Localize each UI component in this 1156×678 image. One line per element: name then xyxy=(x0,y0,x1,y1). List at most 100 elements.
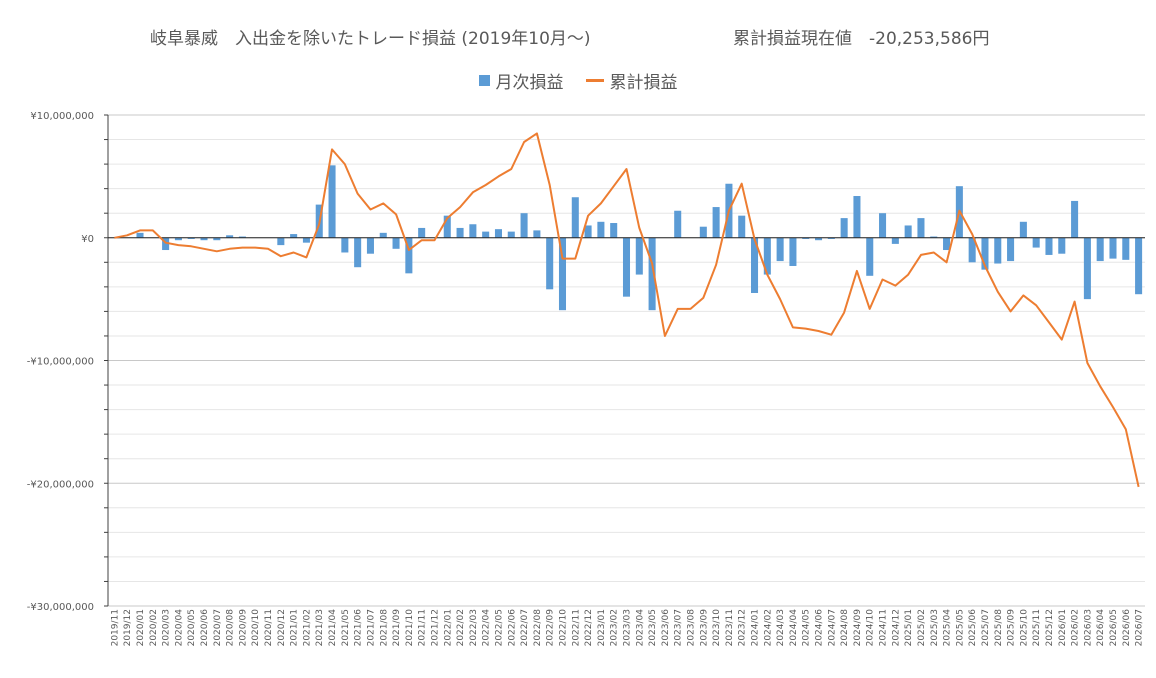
x-tick-label: 2022/08 xyxy=(533,609,543,647)
x-tick-label: 2021/02 xyxy=(302,609,312,646)
monthly-bar xyxy=(533,230,541,238)
x-tick-label: 2024/07 xyxy=(827,609,837,646)
monthly-bar xyxy=(328,165,336,238)
monthly-bar xyxy=(226,235,234,238)
x-tick-label: 2026/05 xyxy=(1109,609,1119,646)
cumulative-total-label: 累計損益現在値 -20,253,586円 xyxy=(733,29,990,49)
monthly-bar xyxy=(789,237,797,266)
x-tick-label: 2025/02 xyxy=(917,609,927,646)
monthly-bar xyxy=(1058,237,1066,254)
monthly-bar xyxy=(840,218,848,238)
monthly-bar xyxy=(815,237,823,241)
monthly-bar xyxy=(1122,237,1130,260)
monthly-bar xyxy=(610,223,618,238)
x-tick-label: 2025/07 xyxy=(981,609,991,646)
x-tick-label: 2022/03 xyxy=(469,609,479,646)
monthly-bar xyxy=(1019,221,1027,238)
y-tick-label: ¥10,000,000 xyxy=(30,111,94,122)
monthly-bar xyxy=(917,218,925,238)
x-tick-label: 2023/04 xyxy=(635,609,645,647)
x-tick-label: 2020/08 xyxy=(226,609,236,647)
x-tick-label: 2023/06 xyxy=(661,609,671,647)
monthly-bar xyxy=(290,234,298,238)
monthly-bar xyxy=(187,237,195,239)
monthly-bar xyxy=(738,215,746,238)
monthly-bar xyxy=(930,236,938,238)
monthly-bar xyxy=(879,213,887,238)
x-tick-label: 2025/08 xyxy=(994,609,1004,647)
monthly-bar xyxy=(584,225,592,238)
x-tick-label: 2023/02 xyxy=(610,609,620,646)
monthly-bar xyxy=(674,210,682,238)
chart-legend: 月次損益 累計損益 xyxy=(0,68,1156,93)
monthly-bar xyxy=(904,225,912,238)
x-tick-label: 2025/12 xyxy=(1045,609,1055,646)
monthly-bar xyxy=(162,237,170,251)
x-tick-label: 2021/10 xyxy=(405,609,415,647)
x-tick-label: 2022/01 xyxy=(443,609,453,646)
x-tick-label: 2026/06 xyxy=(1122,609,1132,647)
monthly-bar xyxy=(1109,237,1117,259)
x-tick-label: 2023/01 xyxy=(597,609,607,646)
monthly-bar xyxy=(238,236,246,238)
monthly-bar xyxy=(507,231,515,238)
monthly-bar xyxy=(482,231,490,238)
y-tick-label: ¥0 xyxy=(81,234,94,245)
x-tick-label: 2022/09 xyxy=(546,609,556,647)
monthly-bar xyxy=(1071,200,1079,238)
monthly-bar xyxy=(968,237,976,263)
x-tick-label: 2022/06 xyxy=(507,609,517,647)
x-tick-label: 2021/11 xyxy=(418,609,428,646)
monthly-bar xyxy=(392,237,400,249)
x-tick-label: 2024/03 xyxy=(776,609,786,646)
x-tick-label: 2025/09 xyxy=(1007,609,1017,647)
x-tick-label: 2024/04 xyxy=(789,609,799,647)
x-tick-label: 2025/04 xyxy=(943,609,953,647)
x-tick-label: 2025/06 xyxy=(968,609,978,647)
x-tick-label: 2022/10 xyxy=(558,609,568,647)
monthly-bar xyxy=(994,237,1002,264)
x-tick-label: 2023/12 xyxy=(738,609,748,646)
monthly-bar xyxy=(1083,237,1091,300)
x-tick-label: 2026/03 xyxy=(1083,609,1093,646)
x-tick-label: 2023/09 xyxy=(699,609,709,647)
legend-label-monthly: 月次損益 xyxy=(495,73,564,93)
x-tick-label: 2025/03 xyxy=(930,609,940,646)
monthly-bar xyxy=(200,237,208,241)
monthly-bar xyxy=(891,237,899,244)
x-tick-label: 2022/05 xyxy=(494,609,504,646)
x-tick-label: 2023/03 xyxy=(623,609,633,646)
x-tick-label: 2023/11 xyxy=(725,609,735,646)
monthly-bar xyxy=(1045,237,1053,255)
x-tick-label: 2019/12 xyxy=(123,609,133,646)
monthly-bar xyxy=(443,215,451,238)
chart-title: 岐阜暴威 入出金を除いたトレード損益 (2019年10月〜) xyxy=(150,29,591,49)
monthly-bar xyxy=(763,237,771,275)
x-tick-label: 2024/01 xyxy=(751,609,761,646)
cumulative-line xyxy=(114,132,1140,488)
monthly-bar xyxy=(379,232,387,238)
monthly-bar xyxy=(302,237,310,243)
x-tick-label: 2026/01 xyxy=(1058,609,1068,646)
monthly-bar xyxy=(635,237,643,275)
x-tick-label: 2023/10 xyxy=(712,609,722,647)
x-tick-label: 2022/12 xyxy=(584,609,594,646)
monthly-bar xyxy=(469,224,477,238)
x-tick-label: 2020/01 xyxy=(136,609,146,646)
x-tick-label: 2022/11 xyxy=(571,609,581,646)
monthly-bar xyxy=(751,237,759,293)
monthly-bar xyxy=(648,237,656,311)
x-tick-label: 2023/07 xyxy=(674,609,684,646)
x-tick-label: 2021/07 xyxy=(366,609,376,646)
monthly-bar xyxy=(558,237,567,311)
x-tick-label: 2020/04 xyxy=(174,609,184,647)
x-tick-label: 2020/09 xyxy=(238,609,248,647)
legend-item-monthly: 月次損益 xyxy=(478,68,564,93)
y-tick-label: -¥20,000,000 xyxy=(27,479,94,490)
x-tick-label: 2024/09 xyxy=(853,609,863,647)
monthly-bar xyxy=(1096,237,1104,262)
monthly-bar xyxy=(776,237,784,262)
monthly-bar xyxy=(802,237,810,239)
x-tick-label: 2024/12 xyxy=(891,609,901,646)
